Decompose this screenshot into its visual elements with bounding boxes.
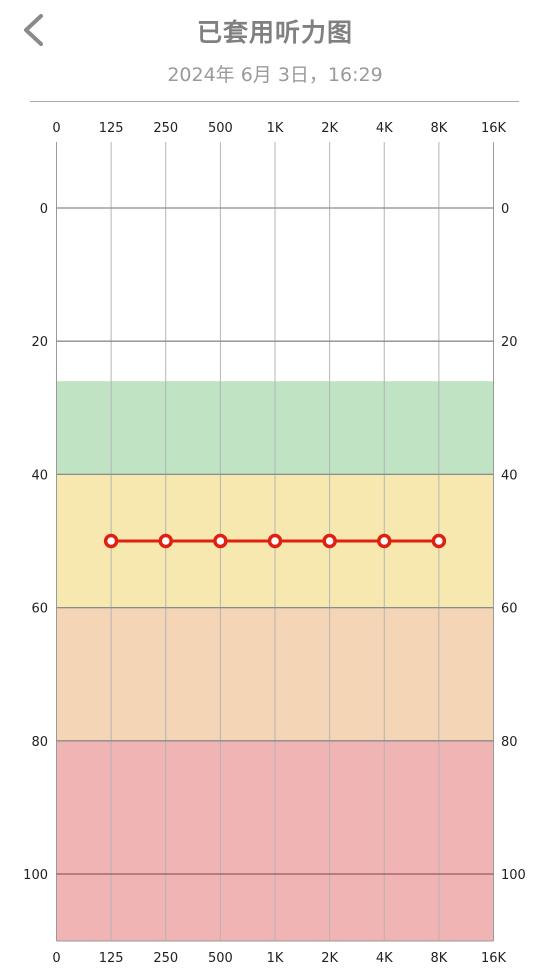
- x-tick-label-bottom: 0: [52, 951, 60, 966]
- y-tick-label-left: 0: [40, 202, 48, 217]
- data-point: [431, 533, 447, 549]
- x-tick-label-bottom: 8K: [430, 951, 447, 966]
- x-tick-label-bottom: 16K: [481, 951, 507, 966]
- y-tick-label-right: 40: [501, 468, 518, 483]
- data-point: [377, 533, 392, 549]
- y-tick-label-right: 20: [501, 335, 518, 350]
- data-point: [158, 533, 173, 549]
- x-tick-label-top: 2K: [321, 121, 338, 136]
- y-tick-label-right: 60: [501, 602, 518, 617]
- header-divider: [30, 101, 519, 102]
- y-tick-label-left: 40: [31, 468, 48, 483]
- x-tick-label-top: 125: [99, 121, 124, 136]
- y-tick-label-left: 60: [31, 602, 48, 617]
- y-tick-label-right: 100: [501, 868, 526, 883]
- x-tick-label-top: 8K: [430, 121, 447, 136]
- page-title: 已套用听力图: [196, 18, 353, 47]
- data-point: [267, 533, 283, 549]
- data-point: [213, 533, 228, 549]
- x-tick-label-bottom: 4K: [376, 951, 393, 966]
- x-tick-label-bottom: 500: [208, 951, 233, 966]
- y-tick-label-left: 20: [31, 335, 48, 350]
- x-tick-label-top: 4K: [376, 121, 393, 136]
- y-tick-label-left: 100: [23, 868, 48, 883]
- back-button[interactable]: [14, 10, 54, 50]
- x-tick-label-bottom: 250: [153, 951, 178, 966]
- y-tick-label-left: 80: [31, 735, 48, 750]
- x-tick-label-bottom: 125: [99, 951, 124, 966]
- x-tick-label-top: 250: [153, 121, 178, 136]
- x-tick-label-bottom: 2K: [321, 951, 338, 966]
- x-tick-label-top: 500: [208, 121, 233, 136]
- y-tick-label-right: 0: [501, 202, 509, 217]
- x-tick-label-top: 0: [52, 121, 60, 136]
- x-tick-label-bottom: 1K: [267, 951, 284, 966]
- page-subtitle: 2024年 6月 3日，16:29: [167, 64, 383, 86]
- y-tick-label-right: 80: [501, 735, 518, 750]
- x-tick-label-top: 1K: [267, 121, 284, 136]
- data-point: [103, 533, 119, 549]
- chevron-left-icon: [24, 14, 43, 46]
- data-point: [322, 533, 337, 549]
- x-tick-label-top: 16K: [481, 121, 507, 136]
